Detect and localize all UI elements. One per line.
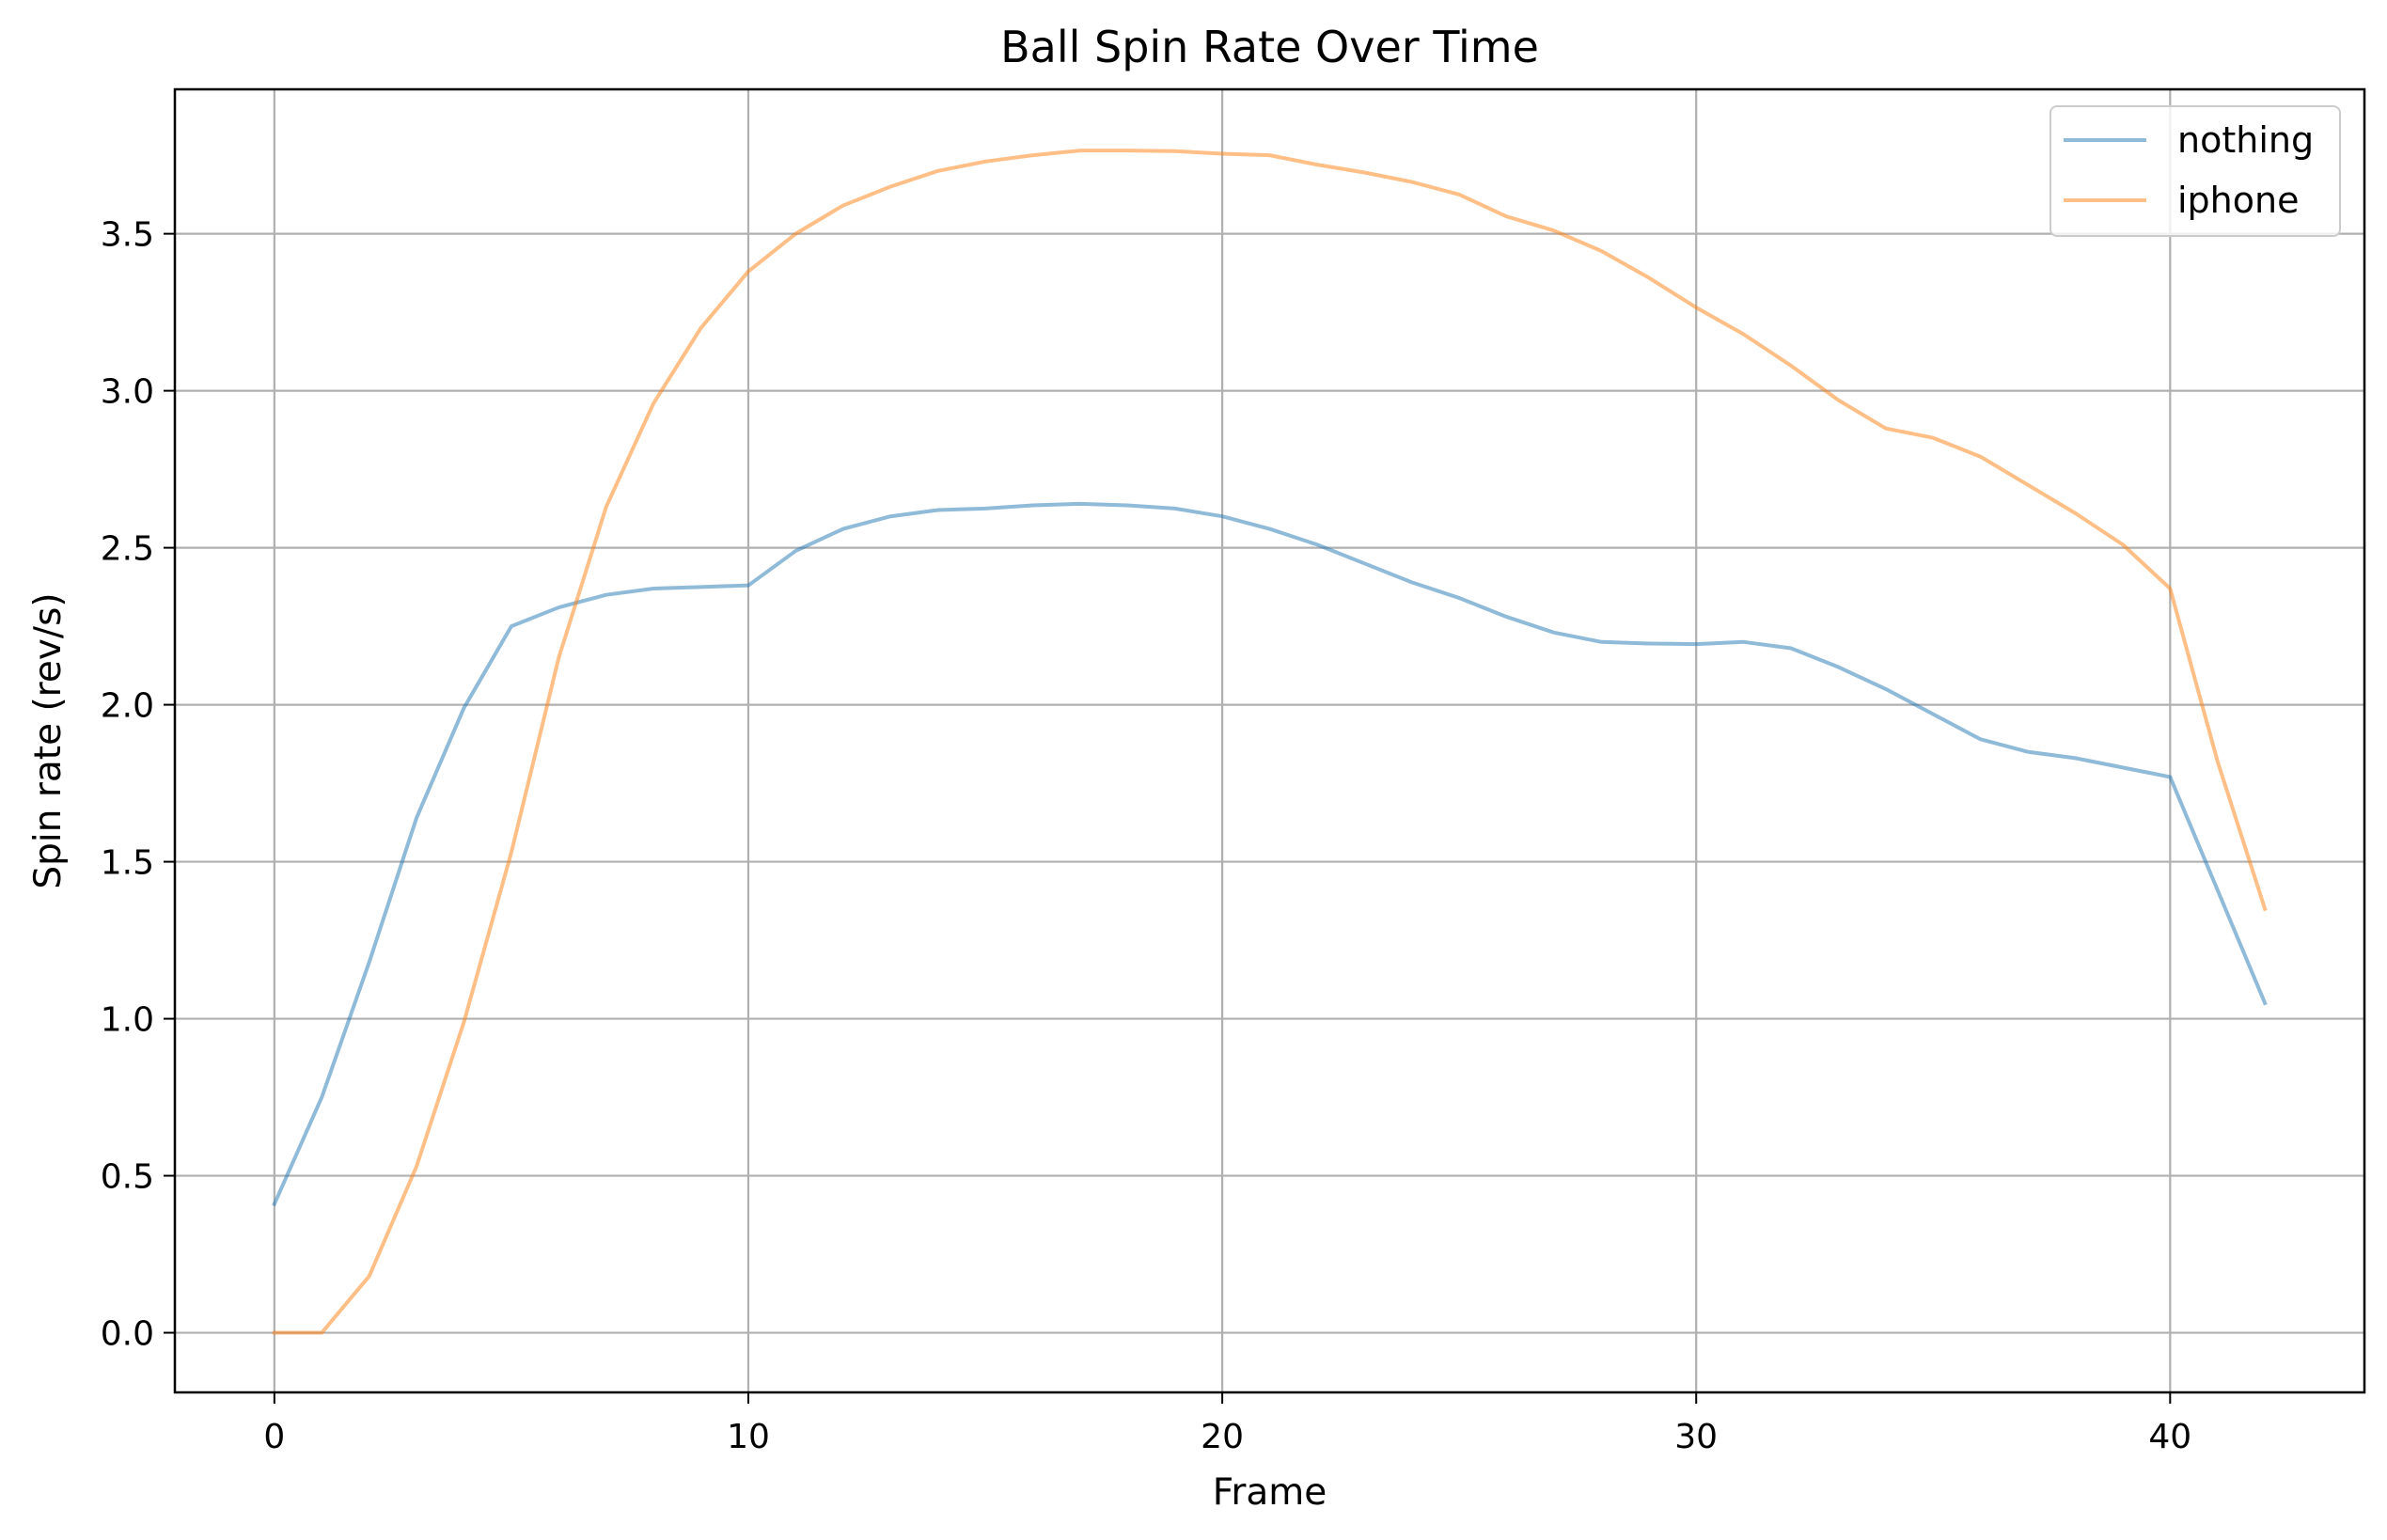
y-tick-label: 1.5 — [101, 844, 154, 883]
y-tick-label: 3.5 — [101, 216, 154, 255]
y-tick-label: 0.0 — [101, 1315, 154, 1354]
legend-label-nothing: nothing — [2177, 119, 2314, 161]
y-tick-label: 3.0 — [101, 373, 154, 412]
legend-label-iphone: iphone — [2177, 180, 2299, 221]
x-axis-label: Frame — [1213, 1471, 1327, 1514]
grid-lines — [175, 89, 2364, 1392]
x-axis-ticks: 0 10 20 30 40 — [263, 1392, 2191, 1456]
y-tick-label: 2.0 — [101, 687, 154, 726]
y-tick-label: 2.5 — [101, 530, 154, 569]
series-line-iphone — [272, 149, 2268, 1335]
x-tick-label: 20 — [1201, 1418, 1244, 1456]
plot-area — [175, 89, 2364, 1392]
y-tick-label: 0.5 — [101, 1158, 154, 1197]
y-axis-label: Spin rate (rev/s) — [27, 592, 70, 888]
y-tick-label: 1.0 — [101, 1001, 154, 1040]
x-tick-label: 0 — [263, 1418, 285, 1456]
legend: nothing iphone — [2049, 105, 2341, 237]
chart-title: Ball Spin Rate Over Time — [1000, 22, 1539, 72]
x-tick-label: 10 — [727, 1418, 770, 1456]
x-tick-label: 30 — [1674, 1418, 1718, 1456]
series-lines — [272, 149, 2268, 1335]
plot-frame — [173, 87, 2366, 1394]
y-axis-ticks: 0.0 0.5 1.0 1.5 2.0 2.5 3.0 3.5 — [101, 216, 175, 1354]
x-tick-label: 40 — [2148, 1418, 2191, 1456]
series-line-nothing — [272, 501, 2268, 1207]
